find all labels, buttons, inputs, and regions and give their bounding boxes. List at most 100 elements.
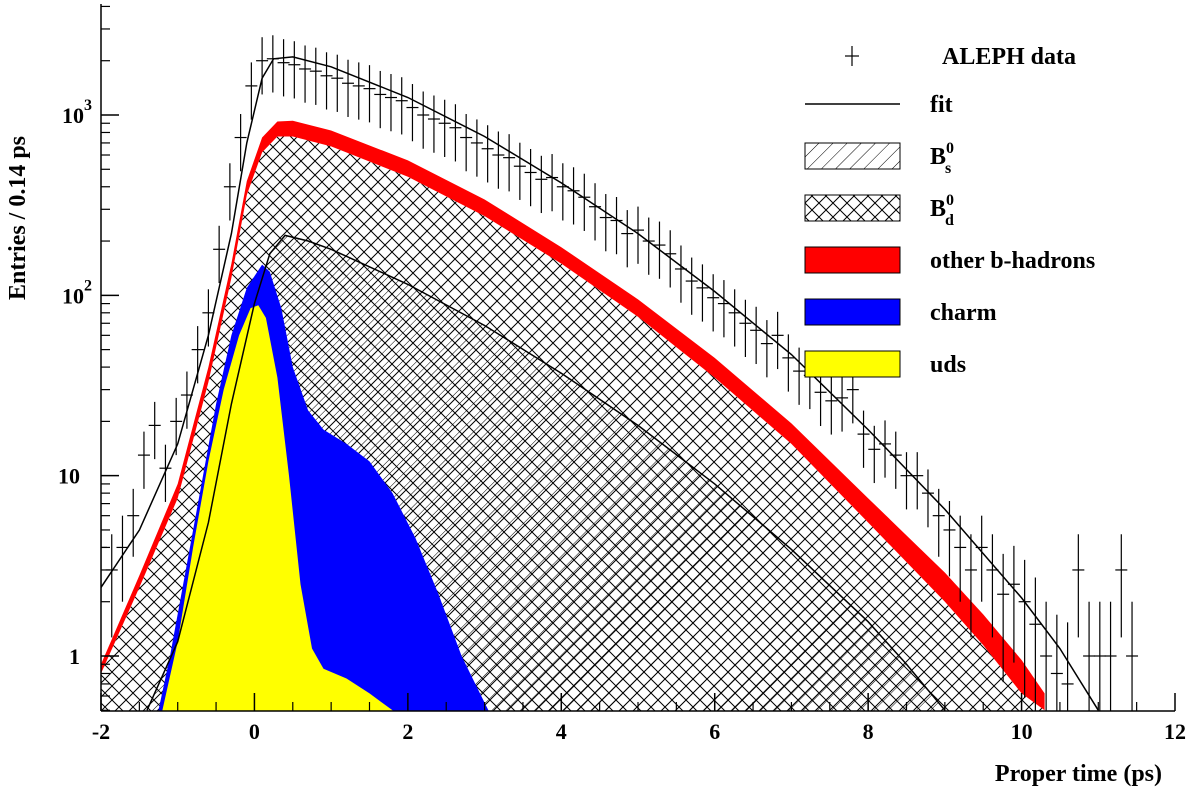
data-point — [320, 52, 333, 110]
legend-label: B0 d — [930, 192, 954, 229]
data-point — [997, 553, 1010, 683]
x-axis: -2 0 2 4 6 8 10 12 — [92, 693, 1186, 744]
legend-entry-other: other b-hadrons — [804, 246, 1095, 274]
y-tick-label: 103 — [62, 97, 92, 128]
legend-entry-bd: B0 d — [804, 192, 954, 229]
data-point — [771, 311, 784, 370]
data-point — [148, 401, 161, 460]
data-point — [589, 183, 602, 241]
data-point — [793, 347, 806, 405]
data-point — [513, 142, 526, 200]
data-point — [1029, 577, 1042, 711]
data-point — [889, 431, 902, 489]
data-point — [1018, 559, 1031, 698]
data-point — [449, 104, 462, 162]
data-point — [943, 501, 956, 577]
x-tick-label: 8 — [863, 719, 874, 744]
data-point — [975, 515, 988, 602]
data-point — [331, 54, 344, 112]
data-point — [642, 217, 655, 275]
data-point — [277, 39, 290, 97]
legend-label: uds — [930, 352, 966, 378]
data-point — [352, 62, 365, 120]
data-point — [814, 368, 827, 427]
data-point — [610, 196, 623, 255]
data-point — [556, 163, 569, 221]
x-tick-label: 10 — [1011, 719, 1033, 744]
data-point — [546, 154, 559, 212]
data-point — [245, 62, 258, 120]
data-point — [836, 374, 849, 432]
data-point — [1007, 545, 1020, 663]
data-point — [664, 230, 677, 288]
data-point — [460, 114, 473, 172]
data-point — [653, 221, 666, 279]
data-point — [524, 148, 537, 207]
data-point — [342, 59, 355, 117]
data-point — [492, 131, 505, 189]
y-axis-title: Entries / 0.14 ps — [5, 136, 31, 300]
data-point — [137, 431, 150, 489]
x-tick-label: 12 — [1164, 719, 1186, 744]
data-point — [1050, 614, 1063, 711]
data-point — [309, 47, 322, 105]
data-point — [674, 245, 687, 303]
data-point — [1093, 601, 1106, 711]
data-point — [986, 534, 999, 638]
data-point — [1040, 601, 1053, 711]
data-points — [101, 35, 1139, 711]
data-point — [782, 334, 795, 392]
data-point — [363, 65, 376, 123]
legend: ALEPH data fit B0 s B0 d other b-hadrons charm u… — [804, 44, 1095, 378]
legend-entry-uds: uds — [804, 350, 966, 378]
data-point — [1126, 601, 1139, 711]
bs-outline-line — [146, 234, 946, 711]
x-tick-label: 0 — [249, 719, 260, 744]
data-point — [470, 119, 483, 177]
data-point — [170, 397, 183, 456]
data-point — [116, 515, 129, 602]
data-point — [567, 167, 580, 225]
data-point — [760, 320, 773, 378]
data-point — [481, 125, 494, 183]
data-point — [728, 289, 741, 347]
legend-entry-fit: fit — [805, 92, 953, 118]
data-point — [857, 410, 870, 468]
data-point — [395, 77, 408, 135]
fit-line — [101, 56, 1099, 711]
data-point — [1072, 534, 1085, 638]
data-point — [234, 114, 247, 172]
legend-label: ALEPH data — [942, 44, 1076, 70]
data-point — [503, 134, 516, 192]
data-point — [921, 469, 934, 528]
legend-entry-bs: B0 s — [804, 140, 954, 177]
data-point — [879, 420, 892, 478]
data-point — [1061, 622, 1074, 711]
data-point — [696, 264, 709, 322]
legend-entry-charm: charm — [804, 298, 997, 326]
y-axis: 1 10 102 103 — [58, 5, 119, 711]
x-tick-label: 6 — [709, 719, 720, 744]
data-point — [1104, 601, 1117, 711]
legend-label: other b-hadrons — [930, 248, 1095, 274]
data-point — [825, 377, 838, 435]
data-point — [202, 289, 215, 347]
legend-label: B0 s — [930, 140, 954, 177]
data-point — [911, 452, 924, 510]
data-point — [159, 444, 172, 502]
data-point — [384, 74, 397, 132]
data-point — [599, 194, 612, 252]
data-point — [374, 70, 387, 129]
data-point — [288, 41, 301, 99]
data-point — [868, 425, 881, 484]
data-point — [180, 371, 193, 429]
data-point — [932, 488, 945, 557]
data-point — [900, 452, 913, 510]
data-point — [256, 37, 269, 95]
data-point — [621, 210, 634, 268]
data-point — [417, 91, 430, 149]
uds-area — [162, 305, 393, 711]
data-point — [213, 225, 226, 284]
data-point — [266, 35, 279, 93]
legend-label: charm — [930, 300, 997, 326]
